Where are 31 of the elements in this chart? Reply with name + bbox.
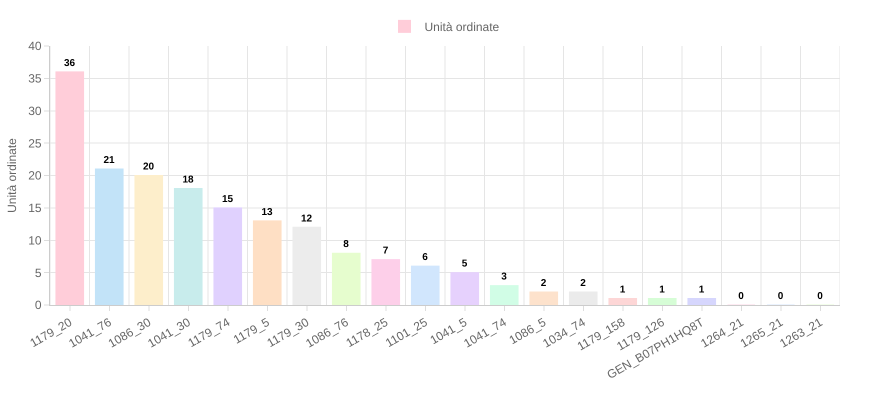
data-label: 18	[182, 174, 194, 186]
data-label: 0	[738, 291, 744, 302]
y-tick-label: 5	[34, 266, 42, 280]
y-tick-label: 15	[28, 201, 42, 216]
y-tick-label: 25	[28, 136, 42, 150]
y-axis-title: Unità ordinate	[5, 138, 19, 213]
data-label: 6	[422, 252, 428, 264]
data-label: 2	[580, 278, 586, 290]
data-label: 1	[698, 284, 705, 296]
y-tick-label: 20	[28, 168, 42, 183]
data-label: 13	[261, 206, 274, 218]
data-label: 12	[300, 213, 313, 224]
y-tick-label: 30	[28, 104, 42, 118]
y-tick-label: 10	[28, 233, 42, 248]
data-label: 5	[462, 258, 468, 270]
y-tick-label: 35	[28, 72, 42, 86]
data-label: 8	[343, 239, 350, 250]
data-label: 7	[382, 246, 389, 257]
data-label: 21	[103, 155, 116, 166]
legend-label: Unità ordinate	[424, 20, 500, 34]
data-label: 3	[501, 272, 508, 283]
data-label: 36	[64, 58, 76, 69]
data-label: 1	[659, 284, 666, 296]
data-label: 2	[540, 278, 547, 290]
data-label: 1	[620, 284, 626, 296]
data-label: 15	[222, 194, 234, 205]
data-label: 0	[817, 291, 824, 302]
data-label: 20	[142, 162, 155, 172]
y-tick-label: 0	[34, 298, 42, 312]
data-label: 0	[778, 291, 784, 302]
y-tick-label: 40	[28, 39, 42, 54]
